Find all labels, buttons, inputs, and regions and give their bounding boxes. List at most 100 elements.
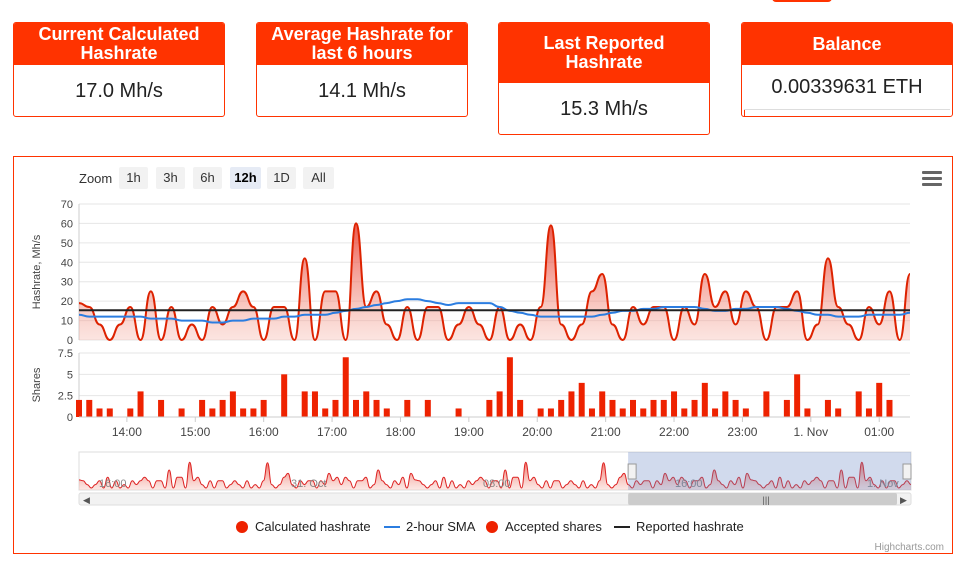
share-bar: [506, 357, 513, 417]
share-bar: [455, 408, 462, 417]
share-bar: [855, 391, 862, 417]
average-hashrate-title: Average Hashrate for last 6 hours: [257, 23, 467, 65]
share-bar: [250, 408, 257, 417]
hashrate-y-tick-label: 0: [67, 335, 73, 347]
top-tab[interactable]: [772, 0, 832, 2]
hashrate-y-tick-label: 70: [61, 199, 73, 211]
share-bar: [886, 399, 893, 417]
shares-y-tick-label: 0: [67, 412, 73, 424]
zoom-1d-button[interactable]: 1D: [267, 167, 296, 189]
zoom-12h-button[interactable]: 12h: [230, 167, 261, 189]
share-bar: [517, 399, 524, 417]
scroll-left-arrow-icon: ◀: [83, 495, 90, 505]
legend-reported-hashrate[interactable]: Reported hashrate: [614, 519, 744, 534]
share-bar: [404, 399, 411, 417]
share-bar: [486, 399, 493, 417]
zoom-3h-button[interactable]: 3h: [156, 167, 185, 189]
hashrate-y-tick-label: 40: [61, 257, 73, 269]
x-tick-label: 14:00: [112, 425, 142, 439]
current-hashrate-card: Current Calculated Hashrate 17.0 Mh/s: [13, 22, 225, 117]
zoom-all-button[interactable]: All: [303, 167, 334, 189]
share-bar: [619, 408, 626, 417]
x-tick-label: 16:00: [249, 425, 279, 439]
share-bar: [383, 408, 390, 417]
zoom-label: Zoom: [79, 171, 113, 186]
scrollbar-grip-icon: |||: [763, 495, 770, 505]
shares-y-tick-label: 2.5: [58, 391, 73, 403]
hashrate-y-tick-label: 20: [61, 296, 73, 308]
legend-dot-icon: [236, 520, 248, 533]
share-bar: [876, 382, 883, 417]
average-hashrate-card: Average Hashrate for last 6 hours 14.1 M…: [256, 22, 468, 117]
share-bar: [96, 408, 103, 417]
legend-shares-label: Accepted shares: [505, 519, 602, 534]
balance-progress-fill: [744, 110, 746, 116]
share-bar: [865, 408, 872, 417]
legend-calculated-hashrate[interactable]: Calculated hashrate: [236, 519, 371, 534]
x-tick-label: 15:00: [180, 425, 210, 439]
share-bar: [342, 357, 349, 417]
navigator-tick-label: 1. Nov: [867, 478, 899, 490]
zoom-1h-button[interactable]: 1h: [119, 167, 148, 189]
legend-sma[interactable]: 2-hour SMA: [384, 519, 475, 534]
navigator-handle: [902, 463, 912, 480]
legend-reported-label: Reported hashrate: [636, 519, 744, 534]
navigator-selection: [628, 452, 911, 490]
share-bar: [578, 382, 585, 417]
share-bar: [106, 408, 113, 417]
share-bar: [158, 399, 165, 417]
reported-hashrate-title: Last Reported Hashrate: [499, 23, 709, 83]
legend-dot-icon: [486, 520, 498, 533]
navigator-tick-label: 08:00: [483, 478, 511, 490]
share-bar: [373, 399, 380, 417]
zoom-6h-button[interactable]: 6h: [193, 167, 222, 189]
x-tick-label: 01:00: [864, 425, 894, 439]
share-bar: [609, 399, 616, 417]
legend-line-icon: [614, 525, 630, 528]
share-bar: [209, 408, 216, 417]
share-bar: [311, 391, 318, 417]
share-bar: [732, 399, 739, 417]
share-bar: [804, 408, 811, 417]
share-bar: [835, 408, 842, 417]
legend-calc-label: Calculated hashrate: [255, 519, 371, 534]
share-bar: [588, 408, 595, 417]
balance-title: Balance: [742, 23, 952, 65]
share-bar: [650, 399, 657, 417]
share-bar: [630, 399, 636, 417]
share-bar: [783, 399, 790, 417]
share-bar: [824, 399, 831, 417]
share-bar: [229, 391, 236, 417]
share-bar: [701, 382, 708, 417]
x-tick-label: 20:00: [522, 425, 552, 439]
share-bar: [322, 408, 329, 417]
legend-accepted-shares[interactable]: Accepted shares: [486, 519, 602, 534]
x-tick-label: 22:00: [659, 425, 689, 439]
share-bar: [671, 391, 678, 417]
x-tick-label: 23:00: [727, 425, 757, 439]
share-bar: [240, 408, 247, 417]
share-bar: [599, 391, 606, 417]
share-bar: [712, 408, 719, 417]
navigator-handle: [627, 463, 637, 480]
chart-canvas: 0 10 20 30 40 50 60 70 Hashrate, Mh/s 0 2.5 5 7.5 Sha…: [31, 199, 912, 506]
scrollbar-thumb: [628, 493, 897, 505]
chart-menu-icon[interactable]: [922, 171, 942, 187]
share-bar: [178, 408, 185, 417]
current-hashrate-value: 17.0 Mh/s: [75, 79, 163, 102]
navigator-tick-label: 31. Oct: [291, 478, 326, 490]
share-bar: [794, 374, 801, 417]
x-tick-label: 21:00: [591, 425, 621, 439]
share-bar: [86, 399, 93, 417]
balance-progress-bar: [744, 109, 950, 116]
shares-y-tick-label: 5: [67, 369, 73, 381]
share-bar: [353, 399, 359, 417]
share-bar: [763, 391, 770, 417]
share-bar: [568, 391, 575, 417]
balance-value: 0.00339631 ETH: [771, 76, 923, 98]
credits-link[interactable]: Highcharts.com: [874, 542, 944, 553]
navigator-tick-label: 16:00: [99, 478, 127, 490]
hashrate-y-tick-label: 30: [61, 277, 73, 289]
hashrate-chart: 0 10 20 30 40 50 60 70 Hashrate, Mh/s 0 2.5 5 7.5 Sha…: [13, 156, 953, 554]
share-bar: [742, 408, 749, 417]
